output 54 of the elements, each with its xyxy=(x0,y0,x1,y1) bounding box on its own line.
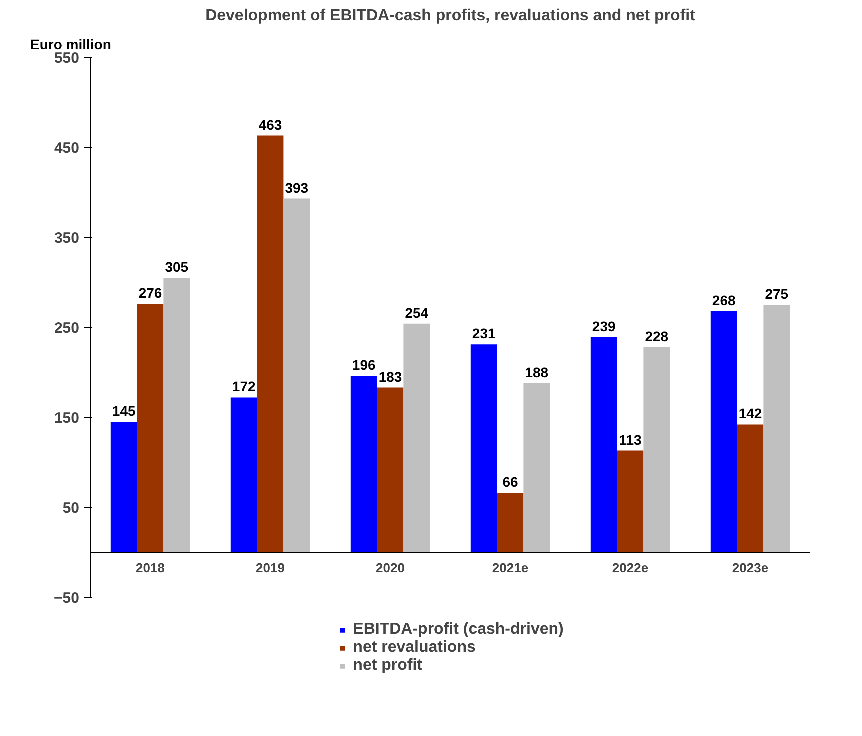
bar xyxy=(404,324,430,552)
legend-label: net profit xyxy=(353,657,422,675)
x-tick-label: 2019 xyxy=(256,560,285,576)
data-label: 275 xyxy=(765,286,789,302)
bar xyxy=(137,304,164,552)
bar xyxy=(644,347,670,552)
legend-label: EBITDA-profit (cash-driven) xyxy=(353,621,564,639)
y-tick-label: 550 xyxy=(54,50,80,67)
chart-title: Development of EBITDA-cash profits, revaluations and net profit xyxy=(206,8,696,24)
bar xyxy=(377,388,404,552)
data-label: 239 xyxy=(592,318,616,334)
x-tick-label: 2018 xyxy=(136,560,165,576)
y-tick-label: 150 xyxy=(54,410,80,427)
bar xyxy=(350,376,378,552)
data-label: 145 xyxy=(112,403,136,419)
data-label: 142 xyxy=(738,406,762,422)
x-tick-label: 2021e xyxy=(492,560,529,576)
bar xyxy=(617,450,644,552)
data-label: 463 xyxy=(258,116,282,133)
data-label: 113 xyxy=(619,432,642,448)
bar xyxy=(284,198,310,552)
data-label: 188 xyxy=(525,364,549,380)
y-tick-label: 250 xyxy=(54,320,80,337)
bar xyxy=(257,136,284,552)
bar xyxy=(764,305,790,552)
bar xyxy=(230,398,258,552)
bar xyxy=(470,344,498,552)
bar xyxy=(590,337,618,552)
data-label: 183 xyxy=(378,368,402,385)
data-label: 172 xyxy=(232,378,256,395)
data-label: 196 xyxy=(352,357,376,374)
y-tick-label: −50 xyxy=(54,590,80,607)
data-label: 276 xyxy=(138,285,162,302)
data-label: 393 xyxy=(285,180,309,196)
y-tick-label: 50 xyxy=(62,500,80,517)
bar xyxy=(497,493,524,552)
data-label: 254 xyxy=(405,304,429,321)
bar xyxy=(164,278,190,552)
bar xyxy=(110,422,138,552)
bar xyxy=(737,424,764,552)
x-tick-label: 2022e xyxy=(612,560,649,576)
data-label: 268 xyxy=(712,292,736,308)
x-tick-label: 2023e xyxy=(732,560,769,576)
y-axis-title: Euro million xyxy=(30,36,112,52)
data-label: 66 xyxy=(502,474,518,490)
x-tick-label: 2020 xyxy=(376,560,405,576)
bar xyxy=(524,383,550,552)
data-label: 231 xyxy=(472,326,496,342)
bar xyxy=(710,311,738,552)
legend-label: net revaluations xyxy=(353,639,476,657)
data-label: 305 xyxy=(165,259,189,275)
data-label: 228 xyxy=(645,328,669,344)
y-tick-label: 350 xyxy=(54,230,80,247)
y-tick-label: 450 xyxy=(54,140,80,157)
